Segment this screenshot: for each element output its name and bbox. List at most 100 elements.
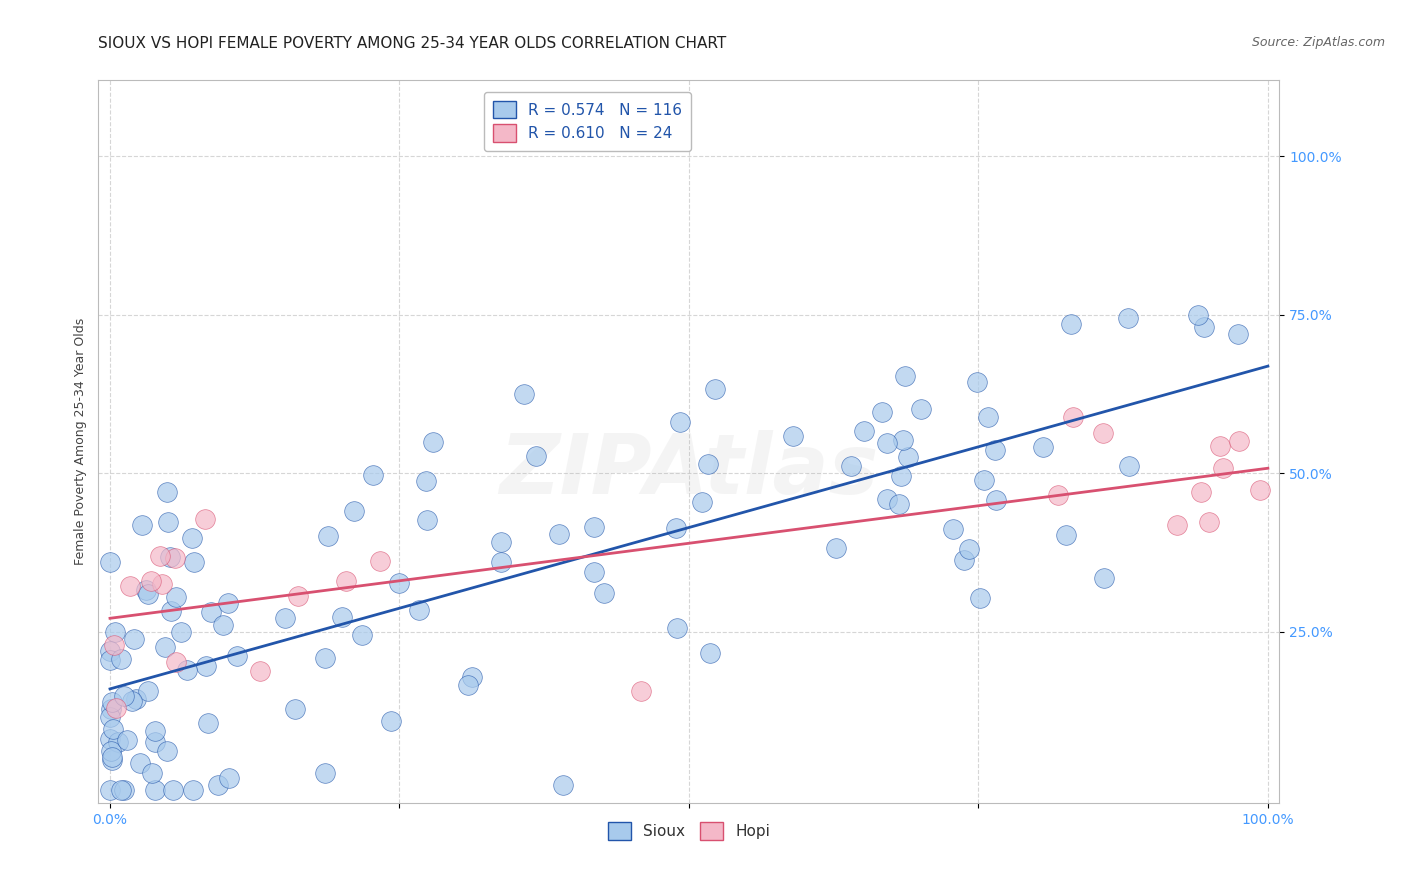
Point xyxy=(1249,483,1271,498)
Point xyxy=(335,574,357,588)
Point xyxy=(143,735,166,749)
Point xyxy=(782,429,804,443)
Point xyxy=(1092,571,1115,585)
Point xyxy=(489,534,512,549)
Point xyxy=(150,577,173,591)
Point xyxy=(157,515,180,529)
Point xyxy=(181,531,204,545)
Point xyxy=(825,541,848,555)
Point xyxy=(183,783,205,797)
Point xyxy=(1054,528,1077,542)
Point xyxy=(422,434,444,449)
Point xyxy=(284,702,307,716)
Point xyxy=(1060,317,1083,331)
Point xyxy=(551,778,574,792)
Point xyxy=(218,772,240,786)
Point xyxy=(380,714,402,728)
Point xyxy=(316,529,339,543)
Point xyxy=(415,474,437,488)
Point xyxy=(592,585,614,599)
Point xyxy=(583,566,606,580)
Point xyxy=(343,504,366,518)
Point xyxy=(1209,439,1232,453)
Point xyxy=(669,415,692,429)
Point xyxy=(957,541,980,556)
Point xyxy=(100,702,122,716)
Point xyxy=(200,605,222,619)
Point xyxy=(136,683,159,698)
Point xyxy=(112,783,135,797)
Point xyxy=(129,756,152,770)
Point xyxy=(98,555,121,569)
Point xyxy=(665,521,688,535)
Text: ZIPAtlas: ZIPAtlas xyxy=(499,430,879,511)
Point xyxy=(953,552,976,566)
Point xyxy=(156,485,179,500)
Point xyxy=(183,555,205,569)
Point xyxy=(692,494,714,508)
Point xyxy=(194,659,217,673)
Point xyxy=(361,467,384,482)
Point xyxy=(1198,515,1220,529)
Text: Source: ZipAtlas.com: Source: ZipAtlas.com xyxy=(1251,36,1385,49)
Point xyxy=(890,468,912,483)
Point xyxy=(110,783,132,797)
Point xyxy=(225,648,247,663)
Point xyxy=(101,753,124,767)
Point xyxy=(984,442,1007,457)
Point xyxy=(984,492,1007,507)
Point xyxy=(100,744,122,758)
Point xyxy=(249,665,271,679)
Point xyxy=(330,609,353,624)
Point xyxy=(891,433,914,447)
Point xyxy=(973,473,995,487)
Point xyxy=(368,554,391,568)
Point xyxy=(1192,320,1215,334)
Point xyxy=(1187,309,1209,323)
Point xyxy=(697,457,720,471)
Point xyxy=(156,744,179,758)
Point xyxy=(839,459,862,474)
Point xyxy=(100,783,122,797)
Point xyxy=(1227,434,1250,449)
Point xyxy=(176,663,198,677)
Point xyxy=(388,575,411,590)
Point xyxy=(101,722,124,736)
Point xyxy=(314,651,336,665)
Text: SIOUX VS HOPI FEMALE POVERTY AMONG 25-34 YEAR OLDS CORRELATION CHART: SIOUX VS HOPI FEMALE POVERTY AMONG 25-34… xyxy=(98,36,727,51)
Point xyxy=(135,582,157,597)
Point xyxy=(98,710,121,724)
Point xyxy=(122,632,145,646)
Point xyxy=(876,491,898,506)
Point xyxy=(699,646,721,660)
Point xyxy=(704,382,727,396)
Point xyxy=(98,732,121,747)
Point xyxy=(897,450,920,465)
Point xyxy=(876,436,898,450)
Point xyxy=(513,386,536,401)
Point xyxy=(1212,460,1234,475)
Point xyxy=(101,695,124,709)
Point xyxy=(125,692,148,706)
Point xyxy=(98,653,121,667)
Point xyxy=(98,644,121,658)
Point xyxy=(870,405,893,419)
Point xyxy=(112,689,135,703)
Point xyxy=(139,574,162,588)
Point xyxy=(115,733,138,747)
Point xyxy=(910,402,932,417)
Point xyxy=(1227,327,1250,342)
Point xyxy=(894,368,917,383)
Point xyxy=(1166,517,1188,532)
Point xyxy=(287,589,309,603)
Point xyxy=(1118,459,1140,474)
Point xyxy=(665,621,688,635)
Point xyxy=(524,449,547,463)
Point xyxy=(852,424,875,438)
Point xyxy=(1047,488,1070,502)
Point xyxy=(104,625,127,640)
Point xyxy=(408,602,430,616)
Point xyxy=(120,579,142,593)
Point xyxy=(159,550,181,565)
Point xyxy=(100,749,122,764)
